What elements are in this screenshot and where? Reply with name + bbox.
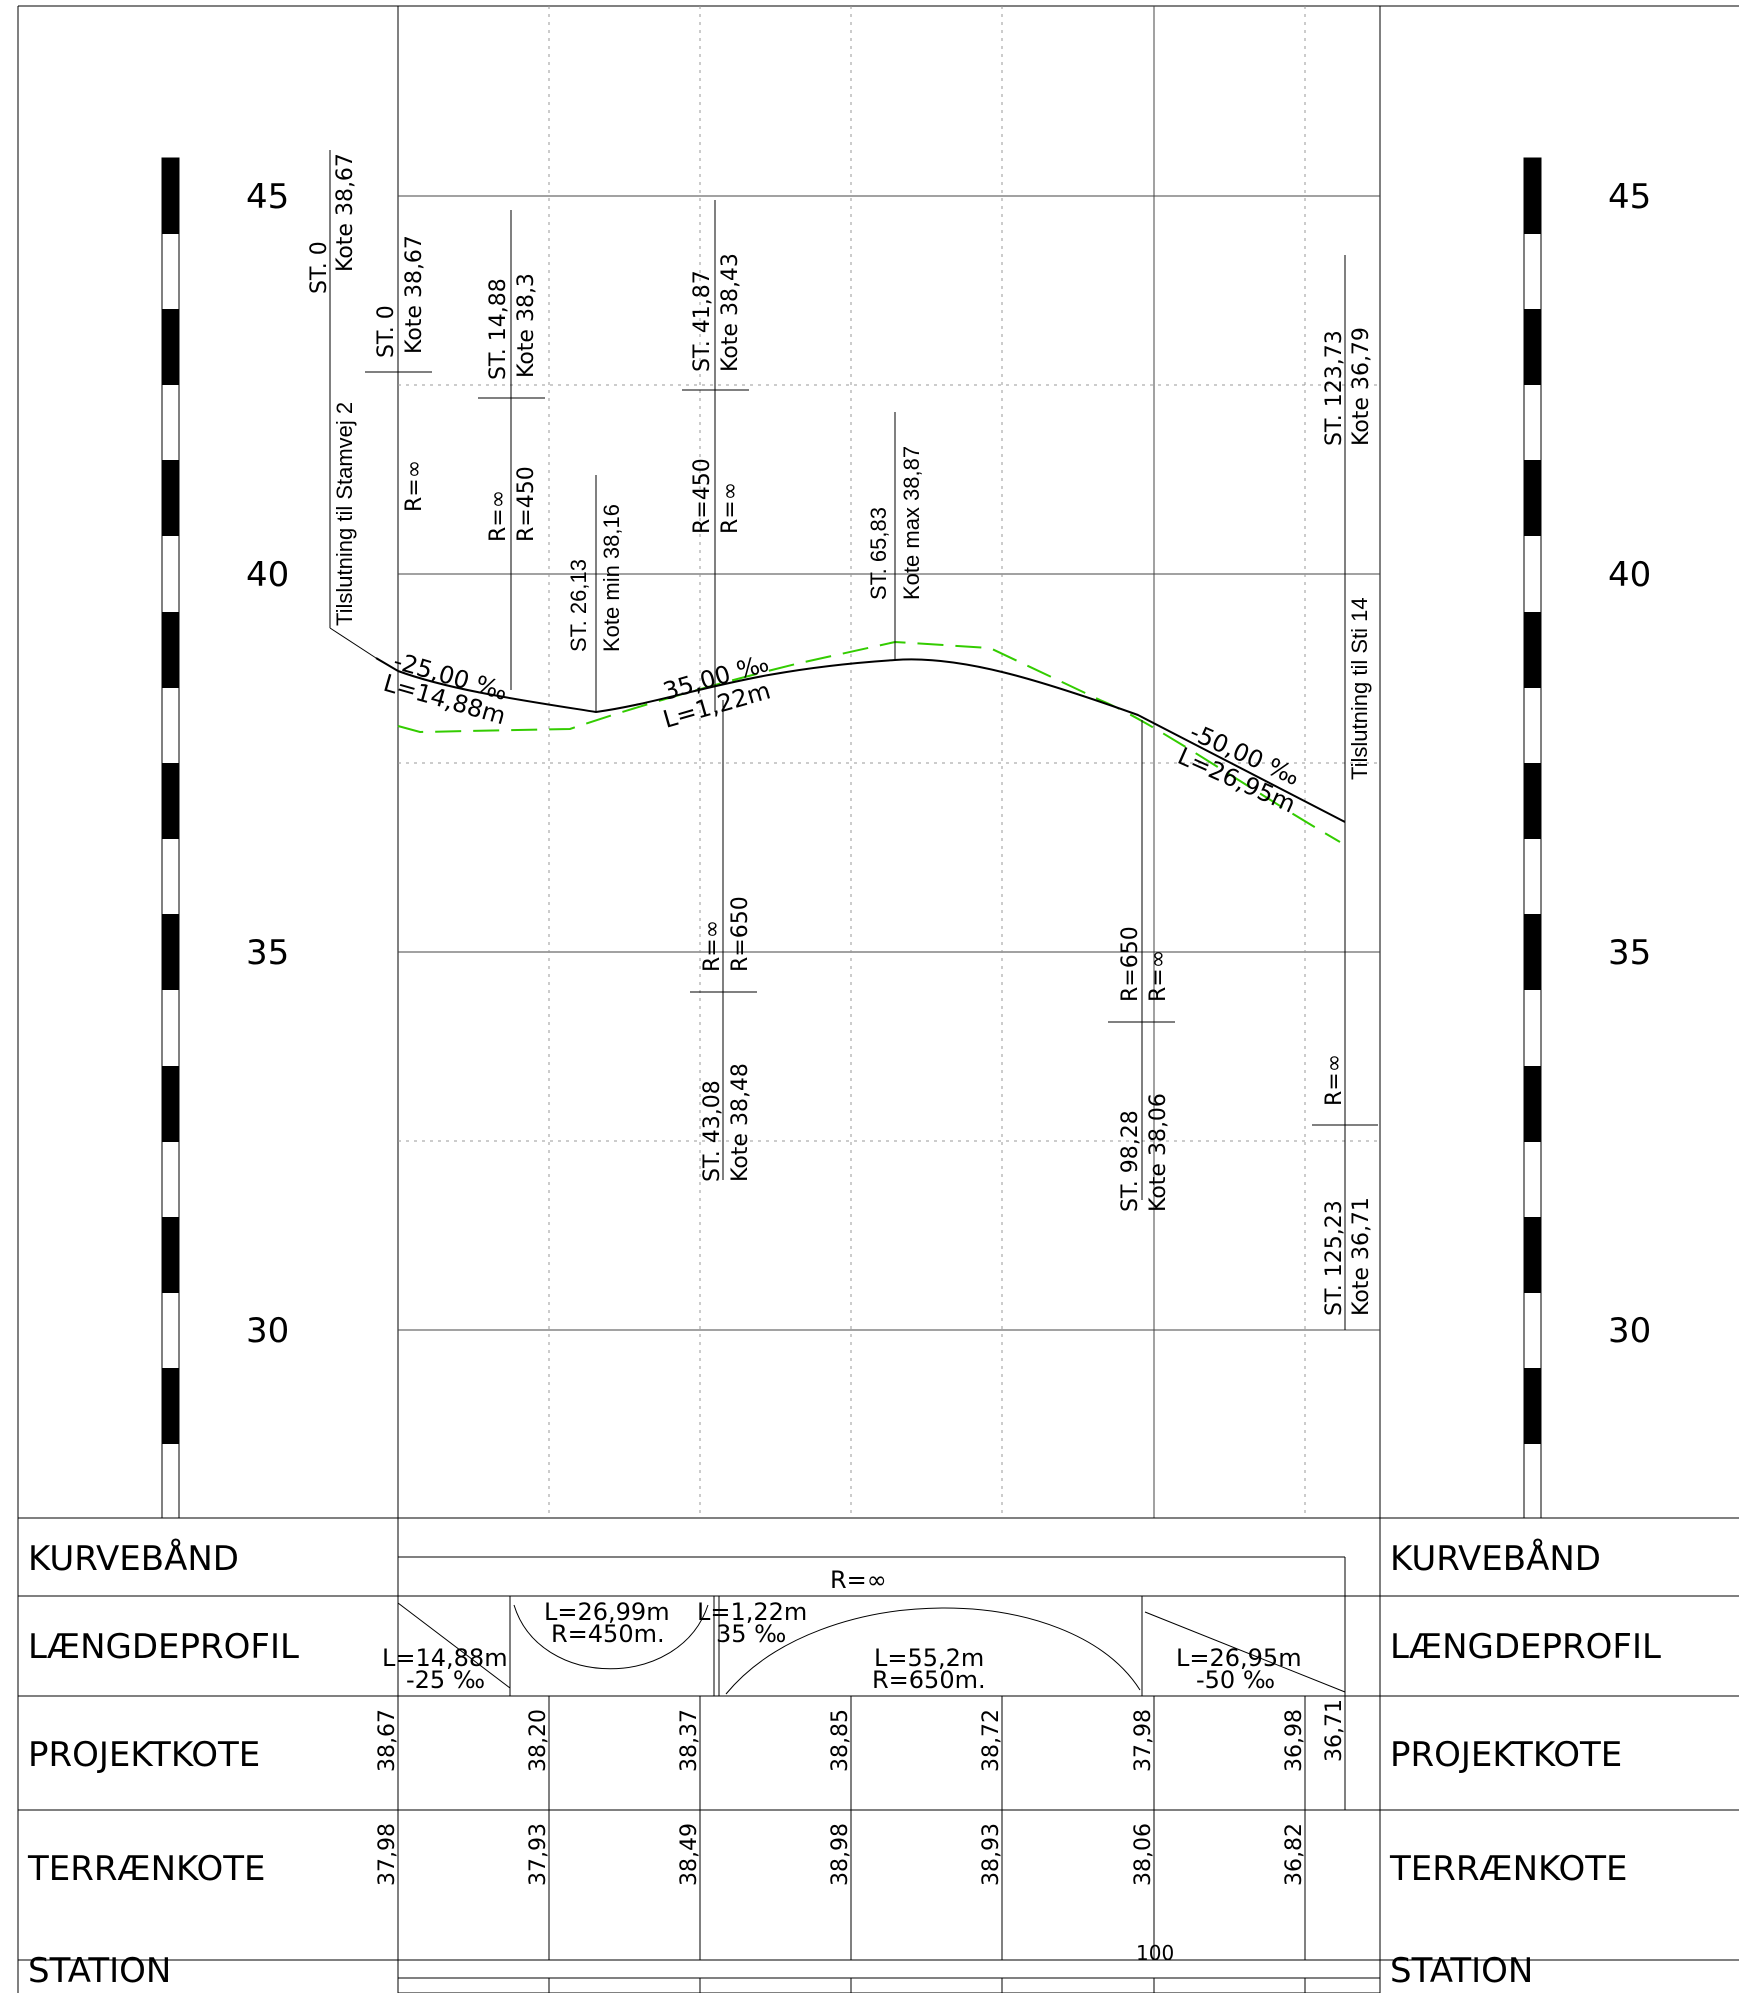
station-ticks: [398, 1977, 1380, 1993]
projektkote-ticks: [548, 1696, 1306, 1810]
label-r-inf-2: R=∞: [486, 490, 511, 542]
lp-seg4-radius: R=650m.: [872, 1666, 986, 1694]
label-r-inf-1: R=∞: [402, 460, 427, 512]
label-st12373: ST. 123,73: [1322, 330, 1347, 446]
label-tilslutning-stamvej: Tilslutning til Stamvej 2: [332, 402, 357, 626]
label-r-inf-6: R=∞: [1322, 1054, 1347, 1106]
lp-seg1-length: L=14,88m: [382, 1644, 508, 1672]
project-line: [375, 657, 1346, 823]
label-kote-min: Kote min 38,16: [599, 504, 624, 652]
station-mark-100: 100: [1136, 1941, 1174, 1965]
projektkote-value: 38,20: [526, 1709, 551, 1772]
left-scale-tick-40: 40: [246, 555, 289, 595]
left-elevation-scale: [161, 157, 180, 1519]
label-st1488: ST. 14,88: [486, 278, 511, 380]
band-station-left: STATION: [28, 1951, 171, 1991]
band-projektkote-right: PROJEKTKOTE: [1390, 1735, 1622, 1775]
label-r-inf-5: R=∞: [1146, 950, 1171, 1002]
label-st4187: ST. 41,87: [690, 270, 715, 372]
right-scale-tick-30: 30: [1608, 1311, 1651, 1351]
terraenkote-value: 38,49: [677, 1823, 702, 1886]
projektkote-value: 38,67: [375, 1709, 400, 1772]
right-scale-tick-40: 40: [1608, 555, 1651, 595]
label-kote3806: Kote 38,06: [1146, 1093, 1171, 1212]
left-scale-tick-30: 30: [246, 1311, 289, 1351]
lp-seg2-length: L=26,99m: [544, 1598, 670, 1626]
bands-grid: [18, 1517, 1739, 1993]
terraenkote-value: 36,82: [1282, 1823, 1307, 1886]
label-st12523: ST. 125,23: [1322, 1200, 1347, 1316]
label-st6583: ST. 65,83: [866, 507, 891, 600]
terraenkote-value: 38,93: [979, 1823, 1004, 1886]
frame: [17, 5, 1739, 1993]
label-kote3848: Kote 38,48: [728, 1063, 753, 1182]
projektkote-value: 38,72: [979, 1709, 1004, 1772]
right-elevation-scale: [1523, 157, 1542, 1519]
station-marker-lines: [329, 150, 1378, 1330]
band-laengdeprofil-left: LÆNGDEPROFIL: [28, 1627, 299, 1667]
label-r450-2: R=450: [690, 458, 715, 534]
label-tilslutning-sti: Tilslutning til Sti 14: [1347, 597, 1372, 780]
label-kote383: Kote 38,3: [514, 273, 539, 378]
right-scale-tick-35: 35: [1608, 933, 1651, 973]
lp-seg3-grade: 35 ‰: [716, 1620, 786, 1648]
terraenkote-value: 37,98: [375, 1823, 400, 1886]
label-st0-top: ST. 0: [307, 241, 332, 294]
label-st9828: ST. 98,28: [1118, 1110, 1143, 1212]
label-kote-max: Kote max 38,87: [899, 446, 924, 600]
kurveband-radius: R=∞: [830, 1566, 887, 1594]
terraenkote-value: 38,98: [828, 1823, 853, 1886]
projektkote-value: 38,85: [828, 1709, 853, 1772]
label-r650-1: R=650: [728, 896, 753, 972]
left-scale-tick-35: 35: [246, 933, 289, 973]
band-terraenkote-right: TERRÆNKOTE: [1389, 1849, 1628, 1889]
lp-seg2-radius: R=450m.: [551, 1620, 665, 1648]
projektkote-value: 37,98: [1131, 1709, 1156, 1772]
left-scale-tick-45: 45: [246, 177, 289, 217]
terraenkote-value: 37,93: [526, 1823, 551, 1886]
label-st4308: ST. 43,08: [700, 1080, 725, 1182]
label-r-inf-3: R=∞: [718, 482, 743, 534]
lp-seg5-length: L=26,95m: [1176, 1644, 1302, 1672]
band-projektkote-left: PROJEKTKOTE: [28, 1735, 260, 1775]
label-kote3843: Kote 38,43: [718, 253, 743, 372]
plot-grid: [398, 6, 1380, 1518]
projektkote-value: 36,71: [1322, 1699, 1347, 1762]
lp-seg3-length: L=1,22m: [697, 1598, 807, 1626]
label-kote-3867: Kote 38,67: [402, 235, 427, 354]
band-kurveband-left: KURVEBÅND: [28, 1538, 239, 1579]
label-kote3679: Kote 36,79: [1349, 327, 1374, 446]
label-r-inf-4: R=∞: [700, 920, 725, 972]
band-station-right: STATION: [1390, 1951, 1533, 1991]
terraenkote-value: 38,06: [1131, 1823, 1156, 1886]
lp-seg4-length: L=55,2m: [874, 1644, 984, 1672]
lp-seg1-grade: -25 ‰: [406, 1666, 485, 1694]
label-kote3671: Kote 36,71: [1349, 1197, 1374, 1316]
projektkote-value: 36,98: [1282, 1709, 1307, 1772]
right-scale-tick-45: 45: [1608, 177, 1651, 217]
label-st2613: ST. 26,13: [566, 559, 591, 652]
band-kurveband-right: KURVEBÅND: [1390, 1538, 1601, 1579]
laengdeprofil-segments: [397, 1596, 1346, 1696]
label-st0: ST. 0: [374, 305, 399, 358]
label-kote-3867-top: Kote 38,67: [333, 153, 358, 272]
projektkote-value: 38,37: [677, 1709, 702, 1772]
lp-seg5-grade: -50 ‰: [1196, 1666, 1275, 1694]
band-laengdeprofil-right: LÆNGDEPROFIL: [1390, 1627, 1661, 1667]
label-r650-2: R=650: [1118, 926, 1143, 1002]
band-terraenkote-left: TERRÆNKOTE: [27, 1849, 266, 1889]
label-r450-1: R=450: [514, 466, 539, 542]
terraenkote-ticks: [548, 1810, 1306, 1960]
